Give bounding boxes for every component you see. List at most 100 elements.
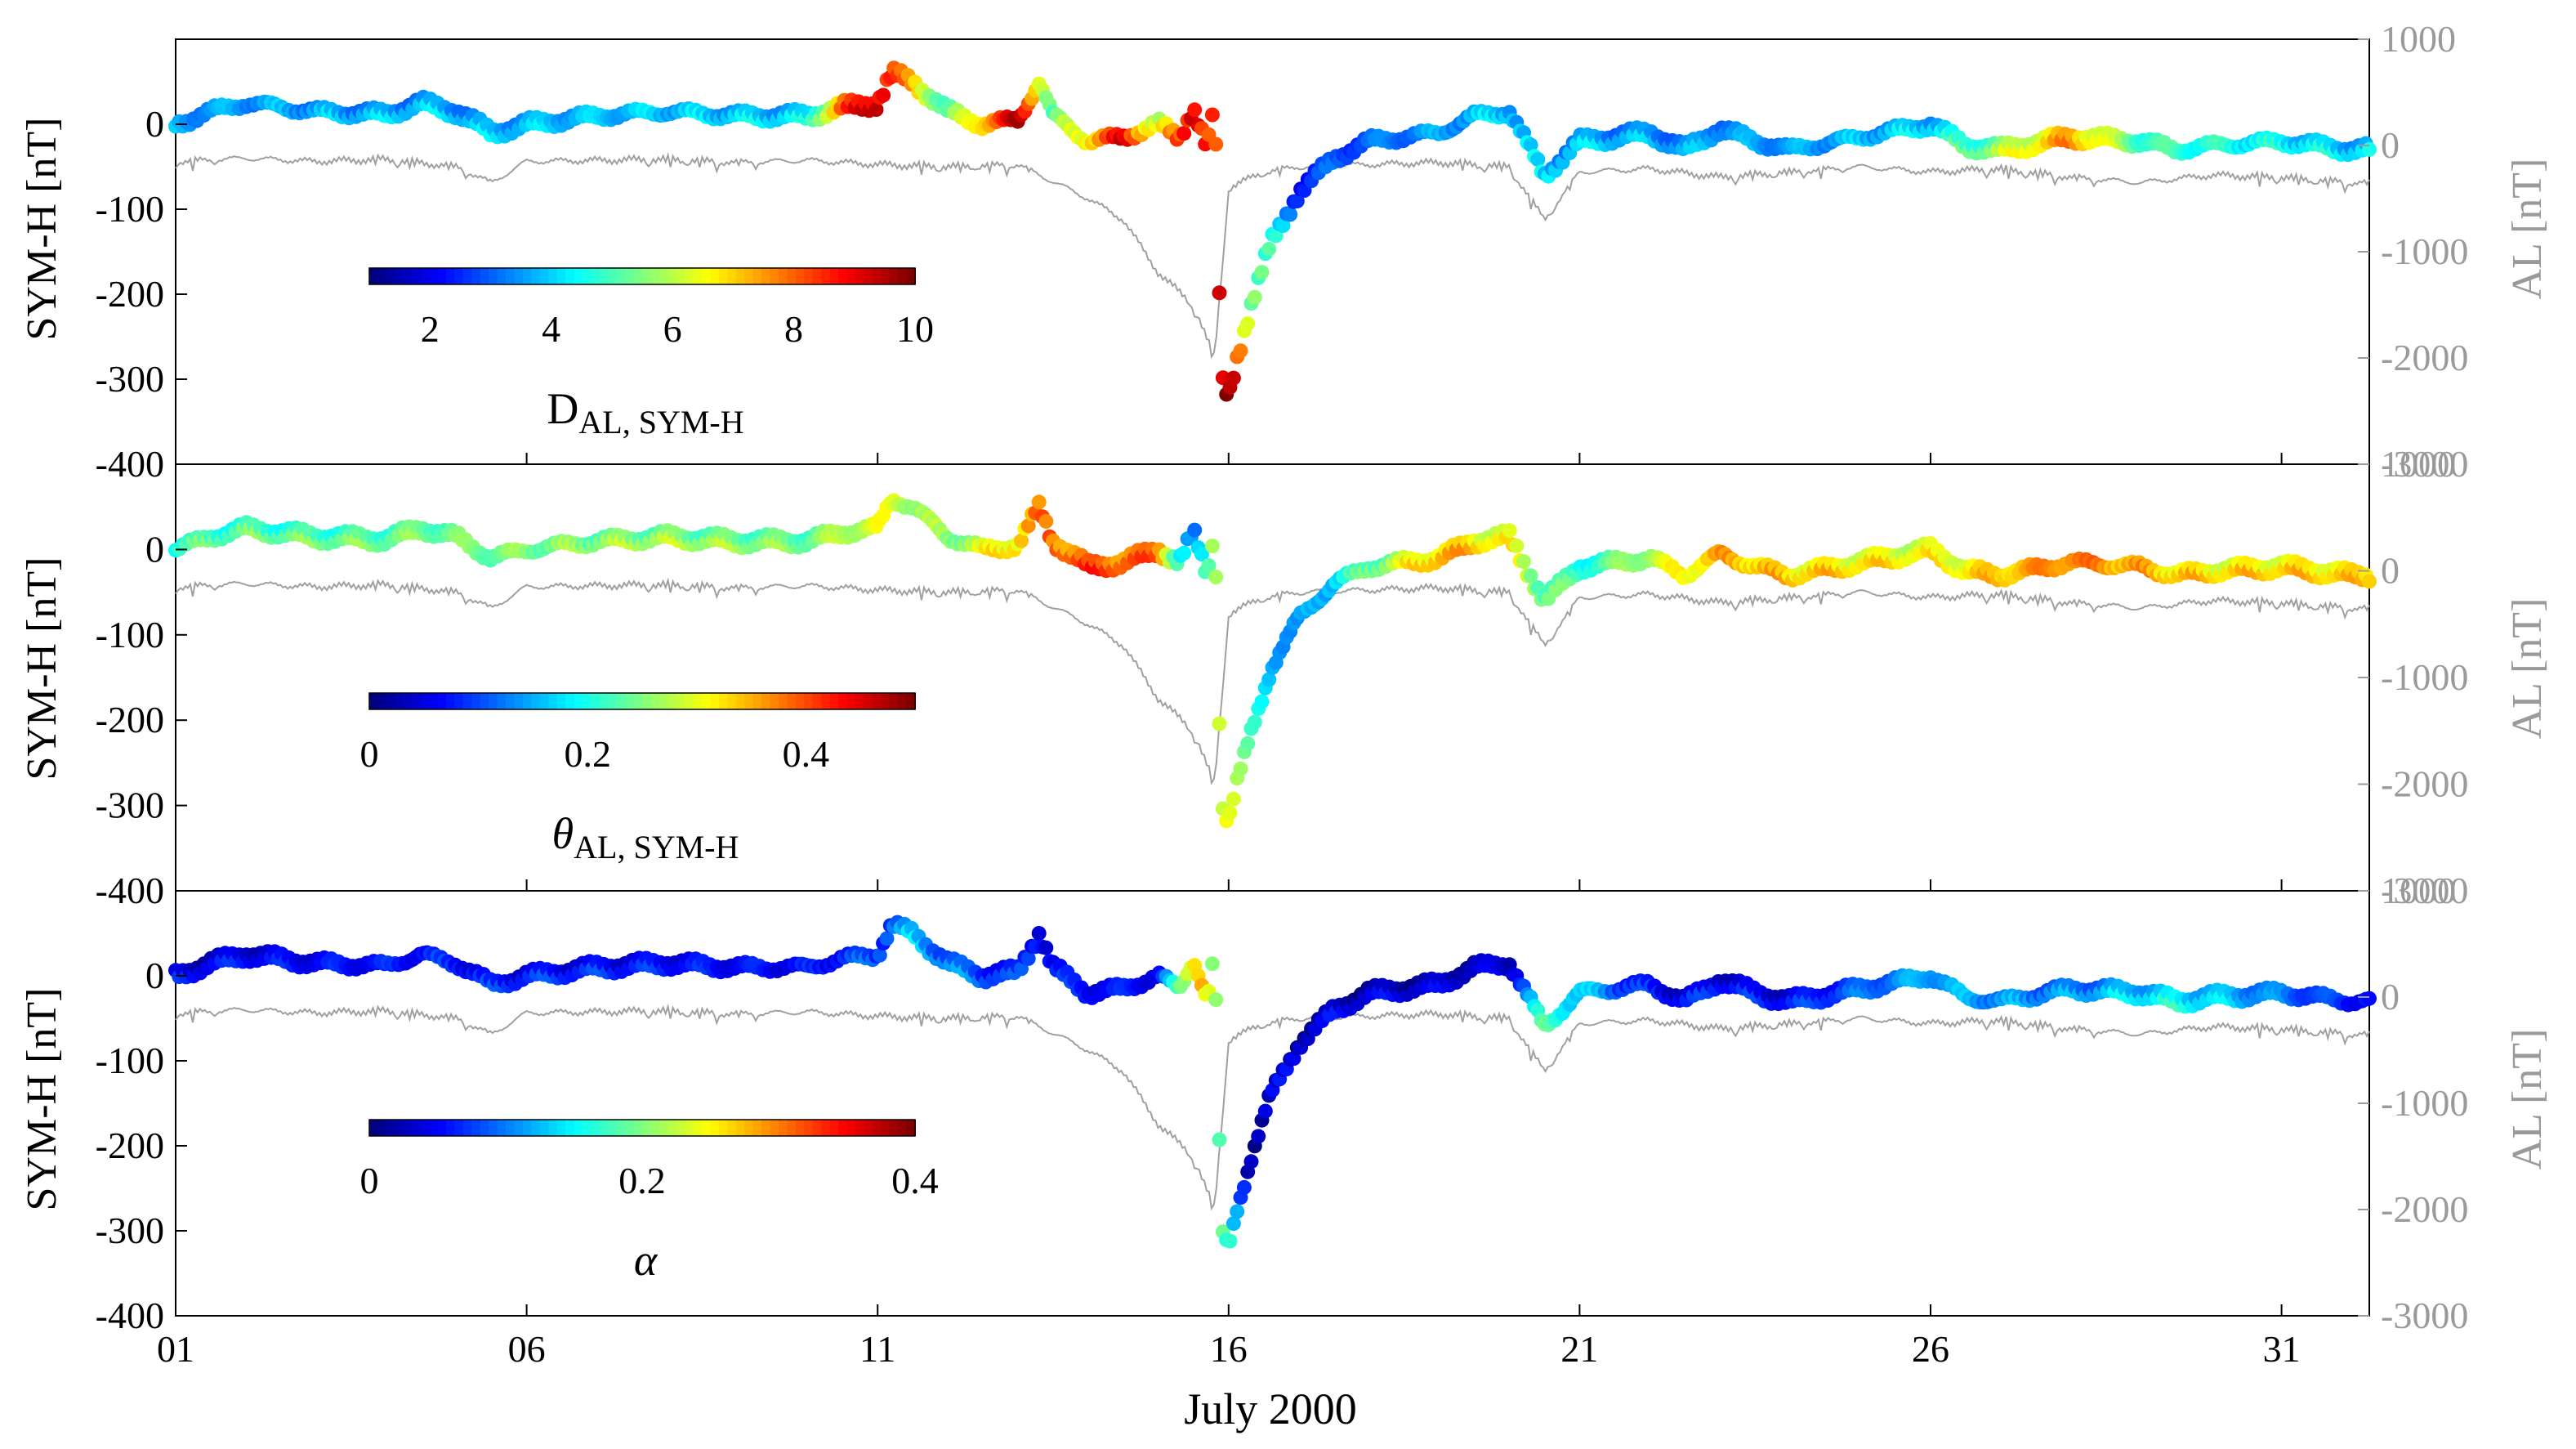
colorbar-segment <box>855 268 865 284</box>
sym-h-point <box>1038 513 1054 529</box>
y-axis-label-right-panel-1: AL [nT] <box>2504 159 2551 300</box>
colorbar-segment <box>395 693 404 709</box>
colorbar-segment <box>710 693 720 709</box>
al-series-line <box>175 152 2370 360</box>
sym-h-point <box>1212 1132 1227 1147</box>
y-tick-label-right: -1000 <box>2381 230 2468 272</box>
colorbar-segment <box>761 693 771 709</box>
y-tick-label-left: -200 <box>96 699 164 740</box>
y-axis-label-left-panel-1: SYM-H [nT] <box>19 118 65 341</box>
colorbar-segment <box>735 693 746 709</box>
colorbar-segment <box>889 693 900 709</box>
colorbar-segment <box>506 268 516 284</box>
colorbar-segment <box>591 268 600 284</box>
colorbar-segment <box>608 693 618 709</box>
colorbar-segment <box>616 1120 627 1136</box>
colorbar-segment <box>710 1120 720 1136</box>
colorbar-segment <box>846 1120 856 1136</box>
colorbar-segment <box>489 1120 498 1136</box>
sym-h-point <box>1261 241 1277 257</box>
sym-h-point <box>1523 137 1538 153</box>
sym-h-point <box>1204 956 1220 972</box>
colorbar-segment <box>872 268 882 284</box>
colorbar-segment <box>761 1120 771 1136</box>
colorbar-segment <box>906 1120 916 1136</box>
y-tick-label-right: 1000 <box>2381 443 2456 485</box>
sym-h-point <box>1208 992 1224 1008</box>
colorbar-segment <box>710 268 720 284</box>
colorbar-frame <box>368 267 916 285</box>
colorbar-segment <box>445 693 456 709</box>
colorbar-segment <box>889 1120 900 1136</box>
colorbar-segment <box>412 268 422 284</box>
sym-h-point <box>1031 494 1047 510</box>
colorbar-segment <box>881 268 891 284</box>
y-axis-label-right-panel-3: AL [nT] <box>2504 1029 2551 1170</box>
colorbar-segment <box>812 693 823 709</box>
colorbar-segment <box>702 693 712 709</box>
colorbar-segment <box>685 1120 694 1136</box>
sym-h-point <box>1230 1204 1245 1219</box>
colorbar-segment <box>625 1120 635 1136</box>
colorbar-segment <box>395 1120 404 1136</box>
panel-1: 0 -100 -200 -300 -400 1000 0 -1000 -2000 -3000 2 4 6… <box>96 18 2469 485</box>
colorbar-segment <box>489 268 498 284</box>
colorbar-segment <box>462 693 473 709</box>
colorbar-segment <box>599 1120 609 1136</box>
colorbar-segment <box>369 1120 379 1136</box>
x-tick-label: 31 <box>2263 1328 2301 1370</box>
colorbar-segment <box>812 268 823 284</box>
colorbar-segment <box>727 1120 737 1136</box>
colorbar-segment <box>522 693 533 709</box>
sym-h-point <box>1038 940 1054 955</box>
panel-3: 0 -100 -200 -300 -400 1000 0 -1000 -2000 -3000 01 0… <box>96 870 2469 1370</box>
sym-h-point <box>1225 1216 1241 1232</box>
colorbar-segment <box>829 268 840 284</box>
colorbar-segment <box>420 693 431 709</box>
y-tick-label-right: -1000 <box>2381 656 2468 698</box>
colorbar-segment <box>744 268 754 284</box>
sym-h-point <box>1516 554 1531 570</box>
colorbar-segment <box>522 1120 533 1136</box>
colorbar-segment <box>616 693 627 709</box>
sym-h-point <box>1240 316 1256 332</box>
colorbar-segment <box>804 693 814 709</box>
y-tick-label-left: -100 <box>96 614 164 655</box>
sym-h-point <box>1176 545 1192 561</box>
colorbar-segment <box>403 693 413 709</box>
colorbar-segment <box>821 1120 831 1136</box>
colorbar-tick-label: 0.2 <box>564 733 611 775</box>
colorbar-segment <box>906 693 916 709</box>
colorbar-segment <box>462 1120 473 1136</box>
colorbar-segment <box>471 1120 481 1136</box>
colorbar-segment <box>514 1120 524 1136</box>
colorbar-segment <box>582 268 592 284</box>
sym-h-point <box>1243 1154 1259 1169</box>
colorbar-segment <box>864 268 873 284</box>
colorbar-segment <box>889 268 900 284</box>
colorbar-segment <box>403 268 413 284</box>
y-tick-label-right: -3000 <box>2381 1295 2468 1336</box>
colorbar-segment <box>898 693 908 709</box>
colorbar-segment <box>650 1120 660 1136</box>
y-tick-label-left: 0 <box>145 528 164 570</box>
colorbar-segment <box>846 693 856 709</box>
colorbar-tick-label: 0.2 <box>618 1160 666 1201</box>
sym-h-point <box>1176 126 1192 141</box>
sym-h-point <box>1212 716 1227 731</box>
colorbar-segment <box>445 268 456 284</box>
colorbar-segment <box>574 268 583 284</box>
colorbar-segment <box>821 268 831 284</box>
colorbar-segment <box>514 693 524 709</box>
colorbar-segment <box>650 693 660 709</box>
sym-h-point <box>1247 714 1262 730</box>
y-axis-label-right-panel-2: AL [nT] <box>2504 598 2551 740</box>
colorbar-segment <box>574 1120 583 1136</box>
y-tick-label-left: -300 <box>96 358 164 400</box>
y-tick-label-left: -400 <box>96 443 164 485</box>
colorbar-segment <box>565 693 575 709</box>
al-series-line <box>175 577 2370 785</box>
colorbar-segment <box>412 693 422 709</box>
colorbar-segment <box>539 1120 550 1136</box>
colorbar-segment <box>616 268 627 284</box>
